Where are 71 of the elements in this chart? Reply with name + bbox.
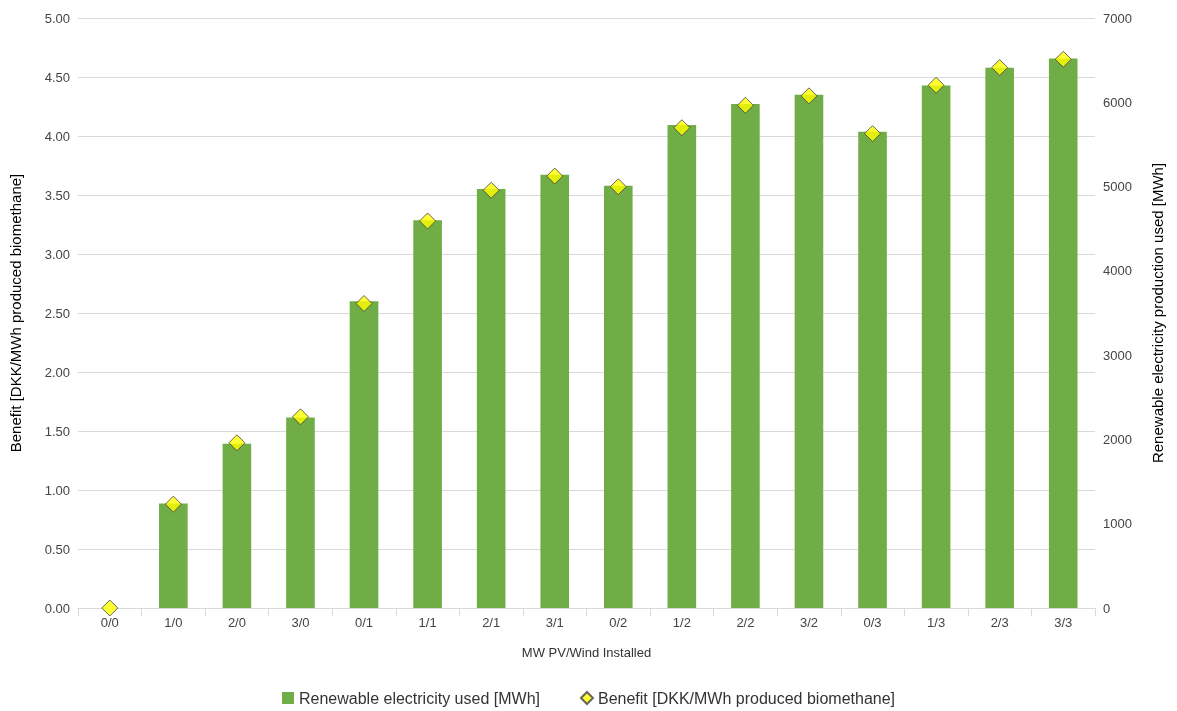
x-tick-label: 3/1 xyxy=(545,615,564,630)
point xyxy=(228,434,246,452)
y2-tick-label: 5000 xyxy=(1103,179,1132,195)
point xyxy=(927,76,945,94)
x-tick-label: 2/0 xyxy=(227,615,246,630)
bar xyxy=(540,174,570,608)
x-tick-label: 2/3 xyxy=(990,615,1009,630)
bar xyxy=(413,220,442,608)
point xyxy=(291,408,309,426)
bar xyxy=(921,85,951,608)
y2-tick-label: 2000 xyxy=(1103,431,1132,447)
x-tick-label: 0/3 xyxy=(863,615,882,630)
bar xyxy=(159,503,188,608)
point xyxy=(673,119,691,137)
y-tick-label: 2.00 xyxy=(44,364,70,380)
y2-tick-label: 0 xyxy=(1103,600,1111,616)
x-tick-label: 2/2 xyxy=(736,615,755,630)
bar xyxy=(667,125,697,608)
y-tick-label: 0.00 xyxy=(44,600,70,616)
bar xyxy=(222,443,252,608)
y2-axis-title: Renewable electricity production used [MWh] xyxy=(1149,162,1166,464)
point xyxy=(101,599,119,617)
point xyxy=(355,295,373,313)
bar xyxy=(985,67,1014,608)
x-tick-label: 3/2 xyxy=(799,615,819,630)
y-tick-label: 3.50 xyxy=(44,187,70,203)
legend-label: Benefit [DKK/MWh produced biomethane] xyxy=(597,689,896,707)
x-tick-label: 0/2 xyxy=(609,615,628,630)
point xyxy=(1054,50,1072,68)
x-axis-title: MW PV/Wind Installed xyxy=(521,645,652,660)
x-tick-label: 3/0 xyxy=(291,615,310,630)
x-tick-label: 1/0 xyxy=(164,615,183,630)
bar xyxy=(476,189,506,608)
x-tick-label: 1/2 xyxy=(672,615,691,630)
y-tick-label: 1.50 xyxy=(44,423,70,439)
y-tick-label: 5.00 xyxy=(44,10,70,26)
bar xyxy=(858,131,887,608)
point xyxy=(736,96,754,114)
point xyxy=(546,167,564,185)
y-tick-label: 4.50 xyxy=(44,69,70,85)
bar xyxy=(1048,58,1078,608)
y2-tick-label: 7000 xyxy=(1103,10,1132,26)
y-tick-label: 0.50 xyxy=(44,541,70,557)
point xyxy=(800,87,818,105)
point xyxy=(164,495,182,513)
x-tick-label: 1/3 xyxy=(927,615,946,630)
bar xyxy=(731,103,760,608)
bar xyxy=(603,185,633,608)
point xyxy=(991,59,1009,77)
y-tick-label: 4.00 xyxy=(44,128,70,144)
x-tick-label: 0/0 xyxy=(100,615,119,630)
y2-tick-label: 4000 xyxy=(1103,263,1132,279)
y-tick-label: 2.50 xyxy=(44,305,70,321)
y-tick-label: 3.00 xyxy=(44,246,70,262)
x-tick-label: 0/1 xyxy=(354,615,374,630)
y2-tick-label: 3000 xyxy=(1103,347,1132,363)
x-tick-label: 2/1 xyxy=(482,615,501,630)
y2-tick-label: 1000 xyxy=(1103,516,1132,532)
legend-label: Renewable electricity used [MWh] xyxy=(298,689,540,707)
y-axis-title: Benefit [DKK/MWh produced biomethane] xyxy=(7,173,24,453)
point xyxy=(609,178,627,196)
point xyxy=(419,212,437,230)
bar xyxy=(286,417,315,608)
bar xyxy=(794,94,824,608)
point xyxy=(864,125,882,143)
bar xyxy=(349,301,379,608)
point xyxy=(482,181,500,199)
x-tick-label: 3/3 xyxy=(1054,615,1073,630)
y2-tick-label: 6000 xyxy=(1103,94,1132,110)
y-tick-label: 1.00 xyxy=(44,482,70,498)
x-tick-label: 1/1 xyxy=(418,615,437,630)
